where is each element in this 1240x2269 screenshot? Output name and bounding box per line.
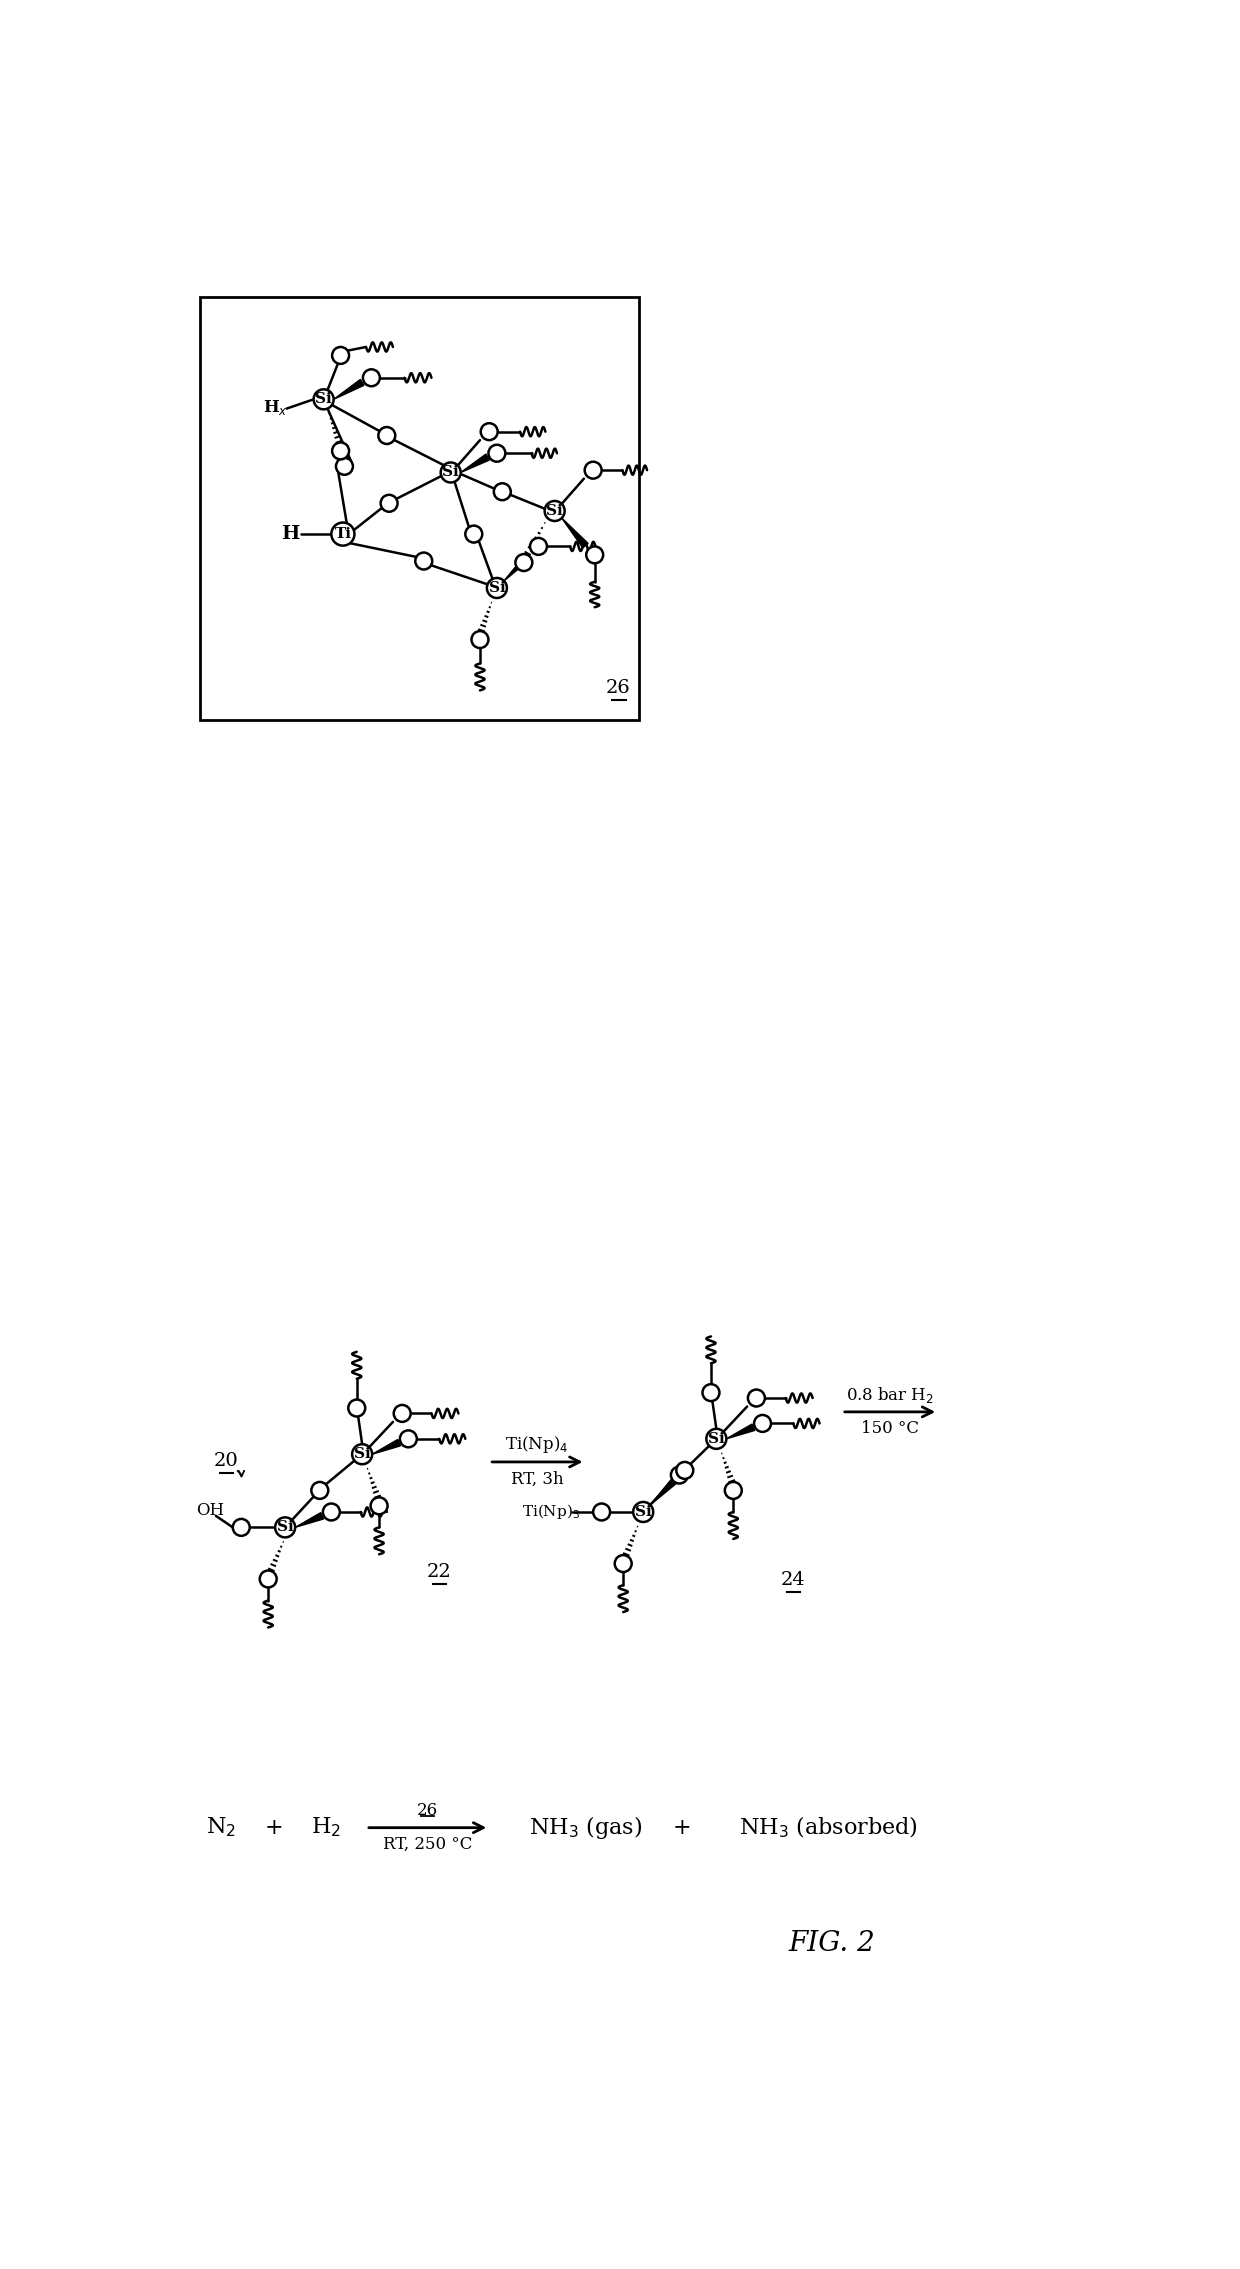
Circle shape — [399, 1429, 417, 1448]
Circle shape — [275, 1518, 295, 1538]
Text: OH: OH — [196, 1502, 224, 1518]
Polygon shape — [295, 1513, 324, 1527]
Circle shape — [634, 1502, 653, 1522]
Circle shape — [671, 1466, 688, 1484]
Bar — [201, 297, 640, 722]
Polygon shape — [334, 379, 363, 399]
Circle shape — [440, 463, 461, 483]
Text: Si: Si — [635, 1504, 651, 1518]
Text: 0.8 bar H$_2$: 0.8 bar H$_2$ — [846, 1384, 934, 1405]
Circle shape — [465, 526, 482, 542]
Text: Si: Si — [353, 1448, 371, 1461]
Circle shape — [381, 495, 398, 513]
Circle shape — [748, 1389, 765, 1407]
Circle shape — [322, 1504, 340, 1520]
Text: 26: 26 — [417, 1802, 438, 1820]
Circle shape — [332, 442, 350, 458]
Circle shape — [489, 445, 506, 461]
Circle shape — [725, 1482, 742, 1500]
Polygon shape — [372, 1439, 401, 1454]
Text: 150 °C: 150 °C — [861, 1420, 919, 1436]
Circle shape — [587, 547, 603, 563]
Circle shape — [471, 631, 489, 649]
Circle shape — [481, 424, 497, 440]
Text: NH$_3$ (gas): NH$_3$ (gas) — [528, 1815, 642, 1840]
Circle shape — [615, 1554, 631, 1572]
Text: +: + — [264, 1817, 283, 1838]
Polygon shape — [727, 1425, 755, 1439]
Circle shape — [352, 1445, 372, 1464]
Polygon shape — [461, 454, 490, 472]
Text: 26: 26 — [606, 678, 631, 697]
Circle shape — [371, 1498, 388, 1513]
Circle shape — [593, 1504, 610, 1520]
Text: NH$_3$ (absorbed): NH$_3$ (absorbed) — [739, 1815, 918, 1840]
Text: H$_x$: H$_x$ — [263, 397, 288, 417]
Circle shape — [332, 347, 350, 363]
Circle shape — [363, 370, 379, 386]
Text: H: H — [281, 524, 300, 542]
Text: +: + — [672, 1817, 691, 1838]
Text: Si: Si — [443, 465, 459, 479]
Polygon shape — [503, 554, 532, 581]
Circle shape — [707, 1429, 727, 1450]
Circle shape — [676, 1461, 693, 1479]
Circle shape — [516, 554, 532, 572]
Text: 24: 24 — [781, 1570, 806, 1588]
Circle shape — [394, 1405, 410, 1423]
Text: Ti: Ti — [335, 526, 351, 540]
Text: Si: Si — [489, 581, 505, 594]
Text: Ti(Np)$_3$: Ti(Np)$_3$ — [522, 1502, 580, 1522]
Circle shape — [233, 1518, 249, 1536]
Text: RT, 250 °C: RT, 250 °C — [383, 1836, 472, 1854]
Circle shape — [487, 579, 507, 599]
Circle shape — [336, 458, 353, 474]
Polygon shape — [650, 1477, 678, 1504]
Text: Si: Si — [277, 1520, 294, 1534]
Circle shape — [754, 1416, 771, 1432]
Text: Si: Si — [547, 504, 563, 517]
Circle shape — [703, 1384, 719, 1400]
Text: RT, 3h: RT, 3h — [511, 1470, 563, 1488]
Circle shape — [494, 483, 511, 499]
Circle shape — [314, 390, 334, 408]
Circle shape — [378, 427, 396, 445]
Circle shape — [331, 522, 355, 545]
Text: FIG. 2: FIG. 2 — [789, 1929, 875, 1956]
Text: Si: Si — [708, 1432, 724, 1445]
Circle shape — [348, 1400, 366, 1416]
Circle shape — [415, 554, 433, 570]
Circle shape — [529, 538, 547, 556]
Circle shape — [259, 1570, 277, 1588]
Text: 22: 22 — [427, 1563, 451, 1581]
Text: 20: 20 — [213, 1452, 238, 1470]
Circle shape — [585, 461, 601, 479]
Circle shape — [544, 501, 564, 522]
Polygon shape — [562, 517, 588, 547]
Text: Si: Si — [315, 393, 332, 406]
Circle shape — [311, 1482, 329, 1500]
Text: N$_2$: N$_2$ — [206, 1815, 236, 1840]
Text: Ti(Np)$_4$: Ti(Np)$_4$ — [505, 1434, 569, 1454]
Text: H$_2$: H$_2$ — [311, 1815, 341, 1840]
